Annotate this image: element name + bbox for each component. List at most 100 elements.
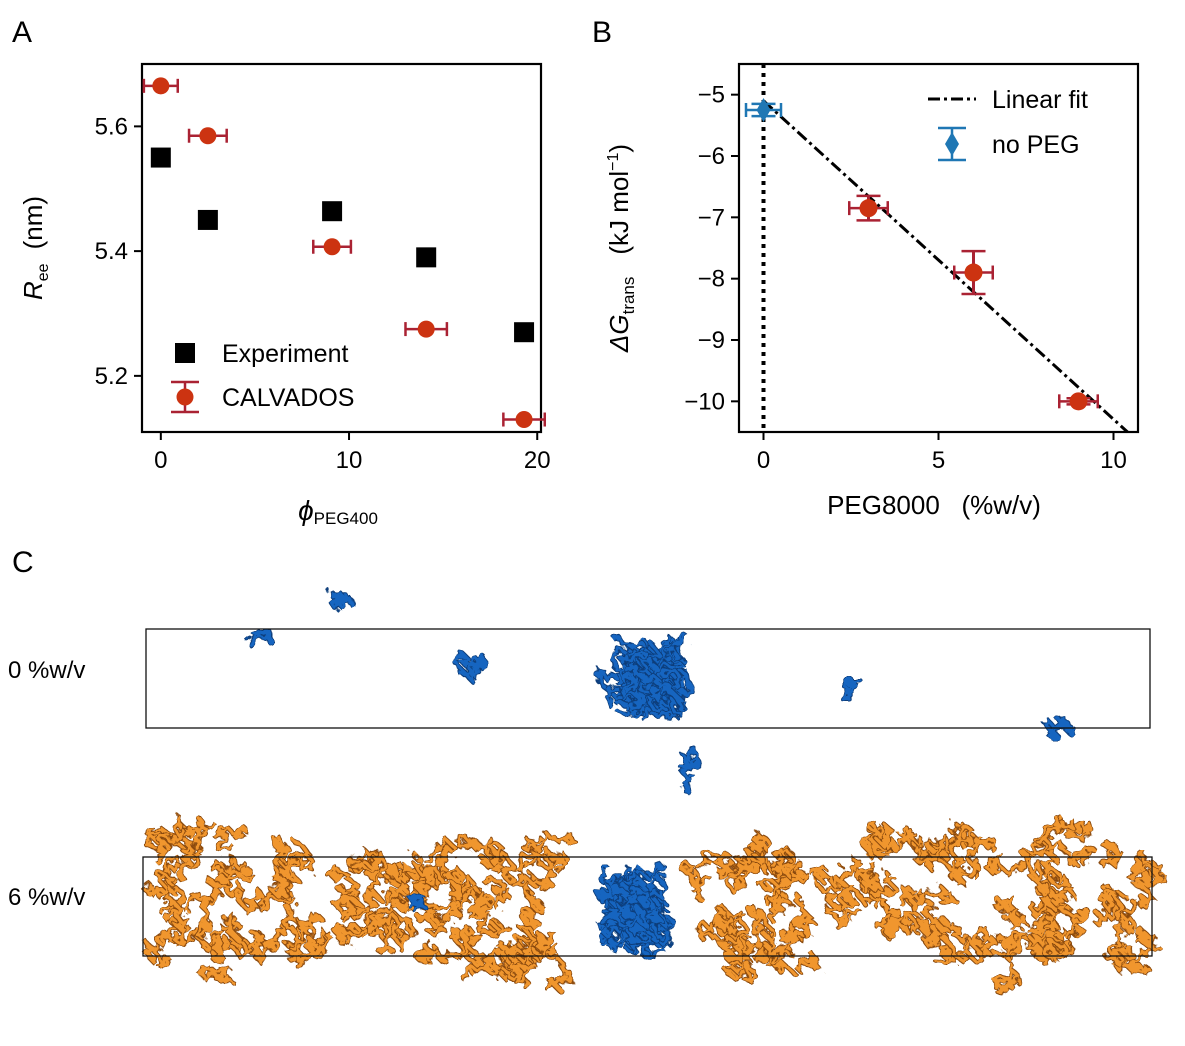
protein-chain-row0-4: [1044, 718, 1074, 738]
peg-chain-row6-0-3: [213, 824, 248, 854]
snapshot-6-percent: [142, 812, 1168, 995]
peg-chain-row6-0-58: [432, 898, 461, 924]
peg-chain-row6-1-92: [1135, 872, 1155, 910]
peg-chain-row6-0-83: [494, 962, 536, 986]
chart-a-xtick-label-2: 20: [524, 447, 551, 474]
peg-chain-row6-1-50: [1059, 902, 1090, 939]
chart-a-ylabel-unit: (nm): [18, 196, 48, 249]
chart-b: 0 5 10 −10 −9 −8 −7 −6 −5 ΔGtrans (kJ mol−1) PEG8…: [604, 62, 1140, 520]
peg-chain-row6-1-73: [942, 934, 983, 965]
peg-chain-row6-1-56: [933, 850, 979, 887]
peg-chain-row6-0-74: [508, 868, 555, 891]
calvados-point-0: [152, 77, 170, 95]
chart-a-ytick-label-2: 5.6: [95, 113, 128, 140]
peg-chain-row6-0-45: [469, 886, 499, 938]
peg-chain-row6-1-37: [767, 891, 794, 924]
peg-chain-row6-1-55: [1117, 899, 1139, 934]
peg-chain-row6-0-2: [143, 939, 171, 970]
calvados-point-3: [417, 320, 435, 338]
peg-chain-row6-1-28: [773, 848, 797, 880]
calvados-point-2: [323, 238, 341, 256]
peg-chain-row6-0-57: [488, 841, 515, 883]
panel-label-a: A: [12, 16, 32, 49]
peg-chain-row6-0-68: [184, 891, 212, 938]
peg-chain-row6-0-89: [460, 926, 486, 970]
peg-chain-row6-0-66: [205, 876, 243, 906]
chart-a-xlabel-symbol: ϕ: [298, 495, 314, 526]
peg-chain-row6-0-30: [457, 835, 495, 857]
peg-chain-row6-1-80: [719, 936, 743, 963]
snapshot-0-percent: [145, 590, 1151, 793]
peg-chain-row6-1-77: [966, 835, 995, 876]
chart-a: 0 10 20 5.2 5.4 5.6 Ree (nm) ϕPEG400 Experimen…: [18, 62, 551, 528]
peg-chain-row6-0-93: [411, 852, 448, 887]
peg-chain-row6-0-19: [247, 931, 271, 962]
peg-chain-row6-1-26: [756, 870, 808, 891]
peg-chain-row6-0-46: [327, 864, 359, 900]
chart-a-ytick-label-0: 5.2: [95, 363, 128, 390]
chart-b-ytick-label-0: −10: [684, 388, 725, 415]
peg-chain-row6-0-56: [522, 831, 577, 852]
panel-label-c: C: [12, 546, 34, 579]
peg-chain-row6-1-52: [1028, 893, 1059, 921]
peg-chain-row6-0-0: [480, 875, 512, 910]
peg-chain-row6-1-60: [899, 887, 927, 912]
peg-chain-row6-0-88: [531, 931, 555, 960]
legend-no-peg-label: no PEG: [992, 131, 1080, 159]
peg-chain-row6-0-50: [261, 922, 291, 951]
chart-b-ylabel-sub: trans: [619, 277, 638, 315]
chart-b-ylabel-symbol: ΔG: [604, 314, 634, 353]
peg-chain-row6-0-82: [298, 912, 324, 940]
peg-chain-row6-0-55: [382, 889, 407, 912]
peg-chain-row6-0-67: [498, 941, 525, 964]
chart-b-ytick-label-2: −8: [698, 266, 725, 293]
peg-chain-row6-1-34: [789, 895, 814, 941]
peg-chain-row6-1-93: [921, 926, 943, 949]
calvados-point-1: [199, 127, 217, 145]
peg-chain-row6-0-26: [201, 964, 232, 983]
peg-chain-row6-0-71: [332, 896, 361, 924]
calvados-point-4: [515, 411, 533, 429]
peg-chain-row6-1-94: [1043, 940, 1074, 963]
peg-chain-row6-1-7: [825, 892, 860, 930]
peg-chain-row6-1-91: [912, 836, 949, 869]
experiment-point-2: [322, 201, 343, 222]
peg-chain-row6-1-87: [763, 932, 794, 966]
chart-a-legend: Experiment CALVADOS: [171, 340, 354, 414]
peg-chain-row6-1-5: [750, 832, 773, 853]
legend-calvados-marker: [176, 388, 194, 406]
chart-b-xlabel: PEG8000 (%w/v): [827, 490, 1041, 520]
no-peg-point: [756, 98, 771, 122]
chart-b-ylabel-close: ): [604, 144, 634, 153]
simulation-box-6-percent: [142, 856, 1153, 957]
linear-fit-line: [762, 99, 1129, 434]
peg-chain-row6-1-39: [1137, 930, 1162, 952]
peg-chain-row6-0-78: [272, 836, 290, 867]
peg-chain-row6-1-75: [828, 859, 863, 888]
chart-a-ylabel-symbol: R: [18, 281, 48, 300]
row-label-6: 6 %w/v: [8, 884, 85, 911]
chart-b-legend: Linear fit no PEG: [928, 86, 1088, 162]
chart-a-frame: [140, 62, 543, 434]
chart-b-ytick-label-1: −9: [698, 327, 725, 354]
chart-b-ylabel-unit: (kJ mol: [604, 171, 634, 255]
legend-experiment-marker: [175, 343, 195, 363]
chart-a-xlabel-sub: PEG400: [314, 509, 378, 528]
protein-chain-row0-1: [328, 591, 355, 609]
peg-chain-row6-1-89: [713, 908, 738, 935]
experiment-point-0: [150, 147, 171, 168]
peg-chain-row6-0-48: [218, 913, 252, 958]
peg-chain-row6-0-76: [235, 888, 264, 915]
condensate-tail-row0: [679, 748, 701, 792]
peg-chain-row6-1-44: [911, 841, 933, 865]
chart-b-ylabel: ΔGtrans (kJ mol−1): [604, 144, 638, 353]
peg-chain-row6-0-27: [362, 883, 382, 908]
experiment-point-3: [416, 247, 437, 268]
legend-experiment-label: Experiment: [222, 340, 348, 368]
chart-b-ytick-label-5: −5: [698, 82, 725, 109]
protein-chain-row0-2: [452, 650, 487, 680]
chart-b-ytick-label-4: −6: [698, 143, 725, 170]
peg-chain-row6-1-35: [1043, 859, 1068, 887]
peg-chain-row6-0-63: [270, 865, 289, 898]
peg-chain-row6-1-83: [1101, 840, 1123, 868]
